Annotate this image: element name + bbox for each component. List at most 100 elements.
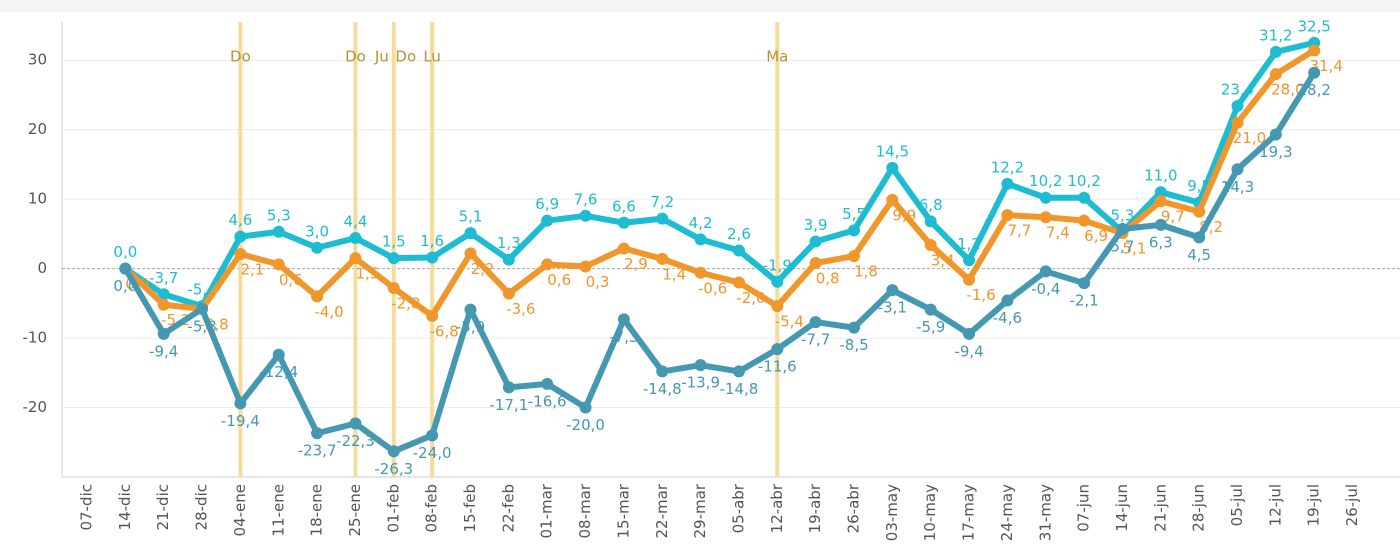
data-point [234,397,247,410]
data-point [272,258,285,271]
data-point [1231,100,1244,113]
value-label: -5,4 [775,313,804,331]
data-point [886,284,899,297]
data-point [311,241,324,254]
data-point [1193,205,1206,218]
value-label: 1,5 [382,233,406,251]
data-point [924,238,937,251]
x-tick-label: 07-jun [1075,484,1093,532]
y-tick-label: 10 [28,190,47,208]
x-tick-label: 18-ene [308,484,326,536]
data-point [119,262,132,275]
value-label: -6,8 [430,322,459,340]
data-point [656,365,669,378]
value-label: -24,0 [413,444,452,462]
x-tick-label: 05-abr [729,483,747,533]
value-label: -2,8 [391,295,420,313]
x-tick-label: 21-jun [1151,484,1169,532]
y-tick-label: -20 [23,398,48,416]
x-tick-label: 26-abr [845,483,863,533]
value-label: -9,4 [149,342,178,360]
value-label: 19,3 [1259,143,1292,161]
value-label: 14,5 [876,142,909,160]
data-point [1308,44,1321,57]
value-label: 1,6 [420,232,444,250]
value-label: 28,0 [1271,81,1304,99]
value-label: 6,9 [535,195,559,213]
data-point [924,215,937,228]
value-label: -1,6 [966,286,995,304]
data-point [1154,186,1167,199]
value-label: 0,6 [547,271,571,289]
value-label: 3,9 [804,216,828,234]
series-line [122,69,1318,455]
x-tick-label: 22-mar [653,483,671,538]
data-point [387,282,400,295]
value-label: 3,4 [931,251,955,269]
data-point [1154,218,1167,231]
x-tick-label: 12-abr [768,483,786,533]
value-label: -16,6 [528,392,567,410]
data-point [771,275,784,288]
value-label: -8,5 [839,336,868,354]
value-label: 7,2 [650,193,674,211]
value-label: 7,6 [574,190,598,208]
value-label: -5,8 [187,317,216,335]
value-label: 0,3 [586,273,610,291]
data-point [809,316,822,329]
data-point [426,251,439,264]
data-point [349,232,362,245]
value-label: 31,2 [1259,26,1292,44]
y-tick-label: 20 [28,120,47,138]
value-label: -3,7 [149,269,178,287]
value-label: -26,3 [374,460,413,478]
x-tick-label: 25-ene [346,484,364,536]
value-label: 11,0 [1144,167,1177,185]
x-tick-label: 21-dic [154,484,172,530]
value-label: 5,3 [267,206,291,224]
series-line [122,39,1318,310]
data-point [963,327,976,340]
value-label: -4,6 [993,309,1022,327]
data-point [1269,45,1282,58]
value-label: 1,8 [854,263,878,281]
data-point [732,244,745,257]
value-label: 9,9 [892,206,916,224]
data-point [1269,128,1282,141]
data-point [1039,191,1052,204]
value-label: 4,5 [1187,246,1211,264]
x-tick-label: 01-feb [384,484,402,533]
value-label: -22,3 [336,432,375,450]
value-label: -5,9 [916,318,945,336]
data-point [1039,265,1052,278]
data-point [694,233,707,246]
data-point [157,288,170,301]
value-label: 0,0 [113,243,137,261]
data-point [311,290,324,303]
data-point [1078,214,1091,227]
data-point [809,235,822,248]
x-tick-label: 24-may [998,484,1016,541]
value-label: -20,0 [566,416,605,434]
x-tick-label: 19-jul [1305,484,1323,526]
value-label: -11,6 [758,358,797,376]
x-tick-label: 08-feb [423,484,441,533]
data-point [1001,209,1014,222]
data-point [502,381,515,394]
data-point [771,343,784,356]
value-label: -1,9 [763,256,792,274]
x-tick-label: 05-jul [1228,484,1246,526]
value-label: 5,1 [459,208,483,226]
value-label: 2,9 [624,255,648,273]
data-point [579,260,592,273]
data-point [1193,231,1206,244]
data-point [617,242,630,255]
data-point [694,359,707,372]
data-point [1231,116,1244,129]
data-point [886,161,899,174]
x-tick-label: 28-jun [1190,484,1208,532]
value-label: 5,5 [842,205,866,223]
data-point [387,445,400,458]
value-label: -2,0 [736,289,765,307]
x-tick-label: 26-jul [1343,484,1361,526]
